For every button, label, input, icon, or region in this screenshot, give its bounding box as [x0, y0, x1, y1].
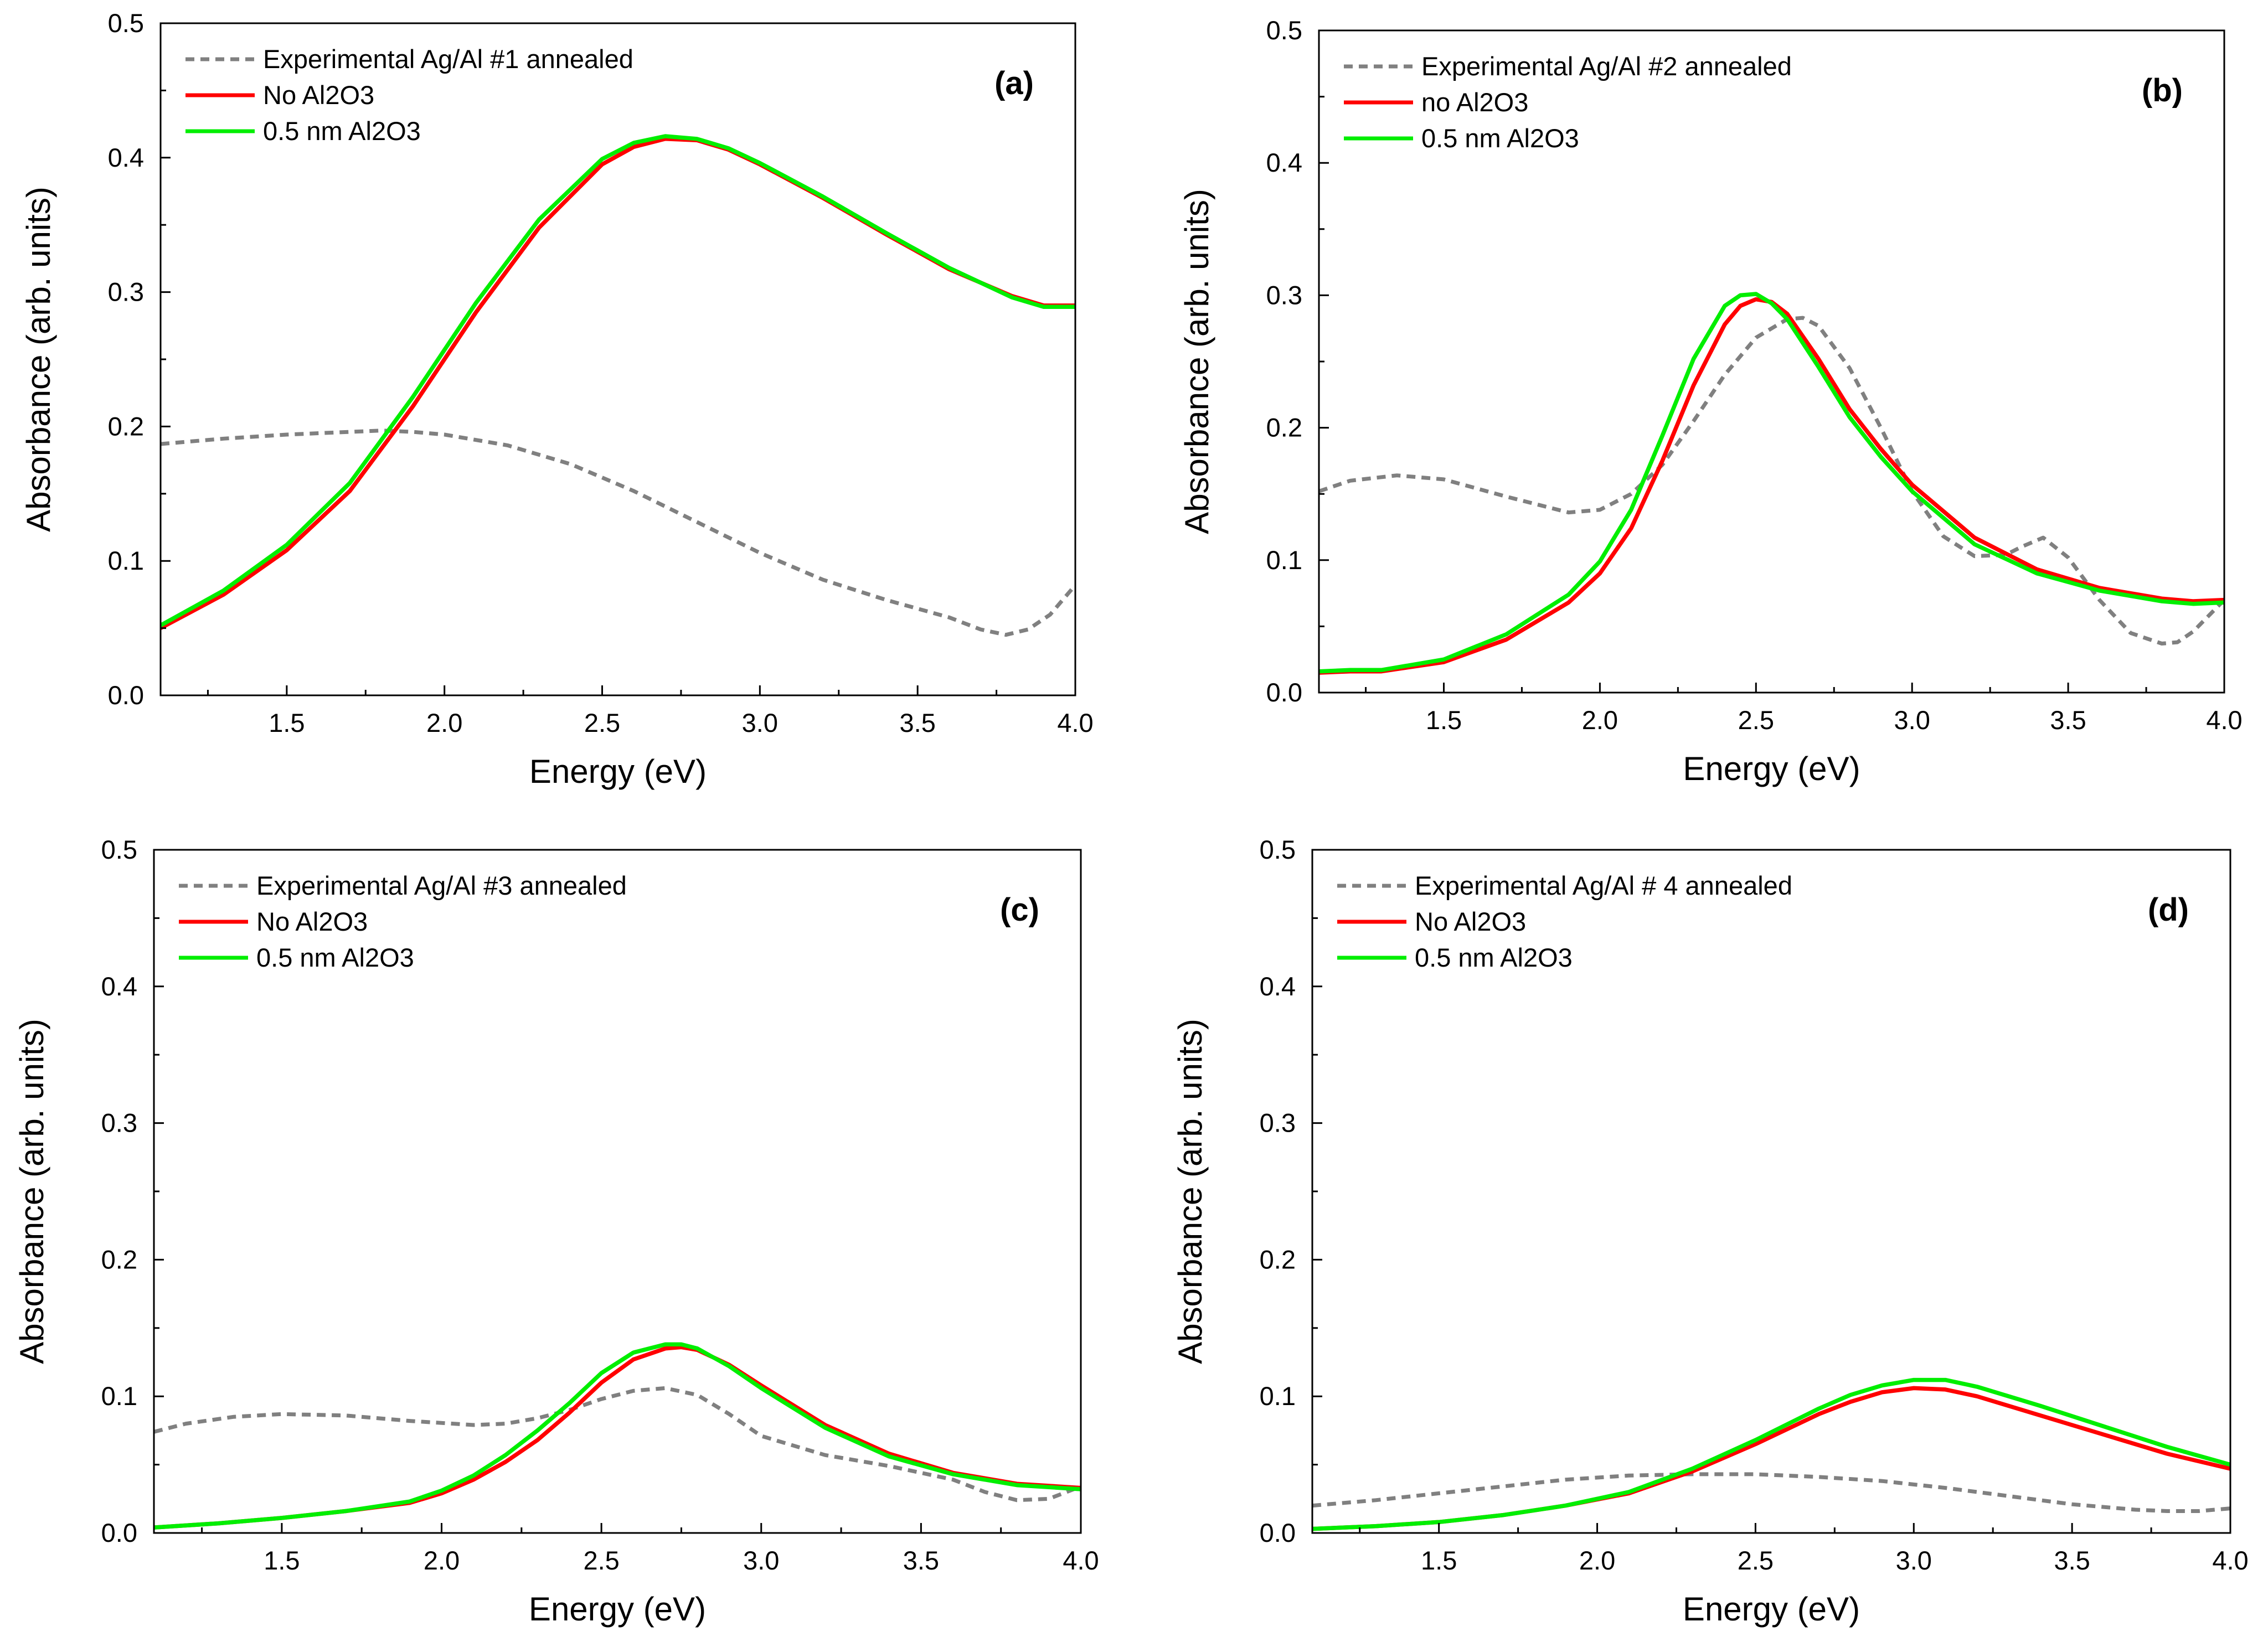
chart-panel-3: 1.5 2.0 2.5 3.0 3.5 4.0 0.0 0.1 0.2 0.3 0.4 0.5 Ener…: [13, 835, 1099, 1628]
x-tick-label: 4.0: [2206, 705, 2242, 735]
y-tick-label: 0.1: [1260, 1381, 1296, 1411]
y-tick-label: 0.2: [101, 1245, 137, 1274]
legend-entry-3: 0.5 nm Al2O3: [256, 943, 414, 972]
series-line-3: [1319, 292, 2224, 674]
y-axis-title: Absorbance (arb. units): [1178, 189, 1215, 534]
x-axis-title: Energy (eV): [1683, 750, 1860, 787]
y-tick-label: 0.1: [101, 1381, 137, 1411]
legend-entry-2: No Al2O3: [263, 80, 374, 110]
series-line-3: [154, 1342, 1081, 1530]
x-tick-label: 2.0: [424, 1546, 460, 1575]
legend-entry-1: Experimental Ag/Al #1 annealed: [263, 44, 633, 74]
x-tick-label: 2.5: [583, 1546, 619, 1575]
series-line-1: [154, 1386, 1081, 1503]
y-tick-label: 0.2: [1260, 1245, 1296, 1274]
y-tick-label: 0.2: [1266, 413, 1302, 442]
x-tick-label: 1.5: [269, 708, 305, 737]
y-tick-label: 0.3: [1266, 280, 1302, 309]
series-line-2: [161, 137, 1075, 630]
panel-label: (d): [2148, 892, 2189, 928]
y-axis-title: Absorbance (arb. units): [1172, 1019, 1209, 1364]
legend-entry-1: Experimental Ag/Al #2 annealed: [1421, 51, 1792, 81]
x-tick-label: 4.0: [2212, 1546, 2248, 1575]
series-line-3: [161, 134, 1075, 627]
y-tick-label: 0.2: [108, 411, 144, 441]
y-tick-label: 0.3: [1260, 1108, 1296, 1138]
x-tick-label: 1.5: [1421, 1546, 1457, 1575]
y-axis-title: Absorbance (arb. units): [13, 1019, 50, 1364]
x-tick-label: 3.0: [1894, 705, 1930, 735]
x-tick-label: 3.0: [1896, 1546, 1932, 1575]
series-line-2: [154, 1345, 1081, 1530]
legend-entry-1: Experimental Ag/Al #3 annealed: [256, 871, 627, 900]
chart-panel-4: 1.5 2.0 2.5 3.0 3.5 4.0 0.0 0.1 0.2 0.3 0.4 0.5 Ener…: [1172, 835, 2249, 1628]
y-tick-label: 0.4: [1266, 148, 1302, 177]
y-tick-label: 0.3: [108, 277, 144, 307]
legend-entry-2: No Al2O3: [1415, 907, 1526, 936]
panel-label: (c): [1000, 892, 1039, 928]
series-line-1: [1312, 1472, 2230, 1513]
panel-label: (b): [2142, 73, 2183, 109]
x-tick-label: 2.5: [1738, 1546, 1774, 1575]
y-tick-label: 0.5: [1260, 835, 1296, 864]
x-tick-label: 1.5: [1426, 705, 1462, 735]
x-tick-label: 4.0: [1057, 708, 1093, 737]
series-line-1: [161, 428, 1075, 637]
x-tick-label: 2.5: [1738, 705, 1774, 735]
x-tick-label: 3.5: [903, 1546, 939, 1575]
chart-panel-1: 1.5 2.0 2.5 3.0 3.5 4.0 0.0 0.1 0.2 0.3 0.4 0.5 Ener…: [20, 8, 1094, 790]
legend-entry-2: No Al2O3: [256, 907, 368, 936]
x-axis-title: Energy (eV): [529, 1591, 706, 1628]
x-axis-title: Energy (eV): [529, 753, 707, 790]
series-line-2: [1319, 297, 2224, 675]
chart-panel-2: 1.5 2.0 2.5 3.0 3.5 4.0 0.0 0.1 0.2 0.3 0.4 0.5 Ener…: [1178, 16, 2243, 787]
x-tick-label: 4.0: [1063, 1546, 1099, 1575]
x-tick-label: 2.0: [1579, 1546, 1615, 1575]
x-tick-label: 2.0: [426, 708, 462, 737]
y-tick-label: 0.4: [1260, 972, 1296, 1001]
series-line-1: [1319, 316, 2224, 646]
legend-entry-1: Experimental Ag/Al # 4 annealed: [1415, 871, 1792, 900]
y-tick-label: 0.4: [101, 972, 137, 1001]
y-tick-label: 0.5: [101, 835, 137, 864]
x-tick-label: 1.5: [264, 1546, 300, 1575]
legend-entry-2: no Al2O3: [1421, 87, 1528, 117]
y-tick-label: 0.4: [108, 143, 144, 172]
y-tick-label: 0.1: [108, 546, 144, 575]
y-tick-label: 0.1: [1266, 545, 1302, 575]
x-tick-label: 3.5: [2050, 705, 2086, 735]
y-tick-label: 0.0: [108, 680, 144, 710]
legend-entry-3: 0.5 nm Al2O3: [1421, 123, 1579, 153]
x-tick-label: 3.5: [900, 708, 936, 737]
y-tick-label: 0.5: [108, 8, 144, 38]
legend-entry-3: 0.5 nm Al2O3: [1415, 943, 1573, 972]
x-tick-label: 2.0: [1582, 705, 1618, 735]
x-tick-label: 3.5: [2054, 1546, 2090, 1575]
legend-entry-3: 0.5 nm Al2O3: [263, 116, 421, 146]
y-tick-label: 0.5: [1266, 16, 1302, 45]
x-axis-title: Energy (eV): [1683, 1591, 1860, 1628]
y-axis-title: Absorbance (arb. units): [20, 187, 57, 532]
y-tick-label: 0.3: [101, 1108, 137, 1138]
x-tick-label: 3.0: [742, 708, 778, 737]
x-tick-label: 3.0: [743, 1546, 779, 1575]
y-tick-label: 0.0: [1260, 1518, 1296, 1547]
y-tick-label: 0.0: [1266, 678, 1302, 707]
panel-label: (a): [994, 65, 1034, 101]
x-tick-label: 2.5: [584, 708, 620, 737]
series-line-3: [1312, 1377, 2230, 1531]
y-tick-label: 0.0: [101, 1518, 137, 1547]
